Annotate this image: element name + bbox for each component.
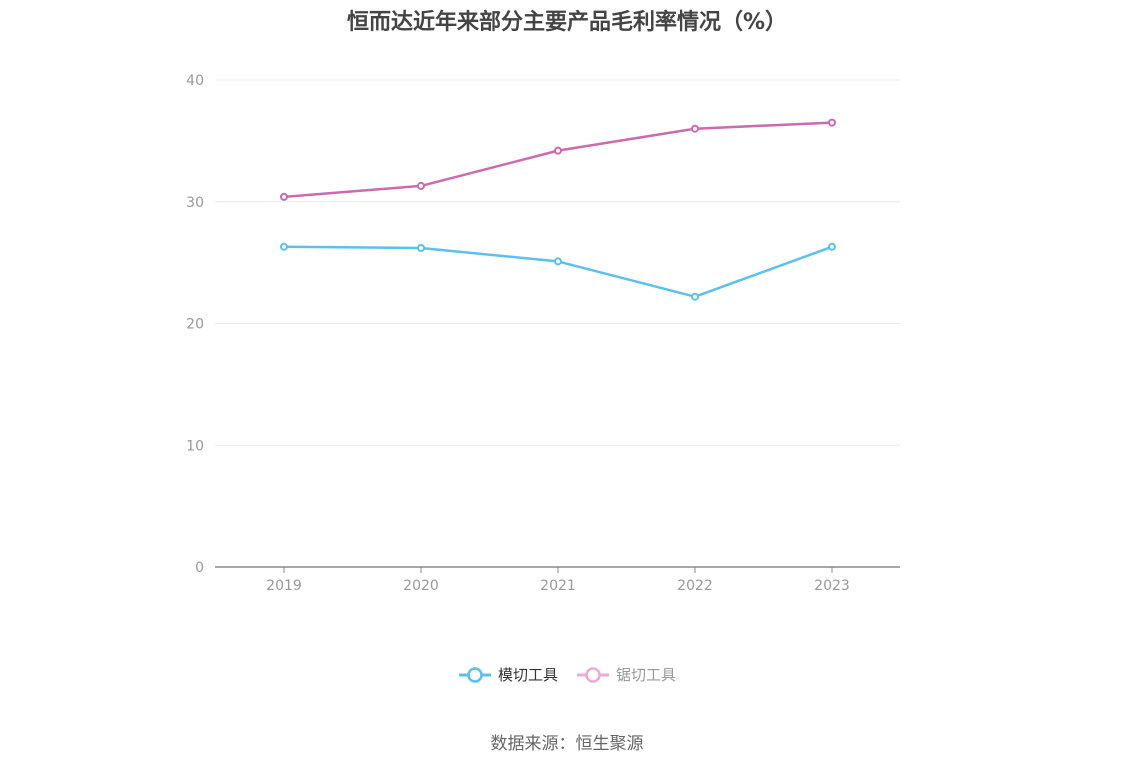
- series-line-1: [283, 245, 833, 298]
- x-tick-label: 2020: [403, 578, 439, 594]
- y-tick-label: 0: [195, 560, 204, 576]
- data-point-series-2: [828, 118, 836, 127]
- data-point-series-2: [691, 124, 699, 133]
- data-point-series-1: [828, 242, 836, 251]
- legend-label: 模切工具: [497, 666, 558, 684]
- data-source-note: 数据来源：恒生聚源: [490, 734, 644, 754]
- chart-title: 恒而达近年来部分主要产品毛利率情况（%）: [346, 10, 788, 35]
- data-point-series-1: [280, 242, 288, 251]
- x-tick-label: 2023: [814, 578, 850, 594]
- y-tick-label: 20: [186, 317, 204, 333]
- legend-item-series-1[interactable]: 模切工具: [458, 664, 558, 685]
- data-point-series-1: [417, 244, 425, 253]
- x-tick-label: 2022: [677, 578, 713, 594]
- y-tick-label: 40: [186, 73, 204, 89]
- data-point-series-1: [691, 292, 699, 301]
- data-point-series-2: [554, 146, 562, 155]
- chart-legend: 模切工具 锯切工具: [0, 664, 1134, 685]
- data-point-series-2: [417, 181, 425, 190]
- x-tick-label: 2021: [540, 578, 576, 594]
- y-tick-label: 10: [186, 438, 204, 454]
- legend-marker-icon: [458, 666, 491, 683]
- data-point-series-1: [554, 257, 562, 266]
- legend-item-series-2[interactable]: 锯切工具: [576, 664, 676, 685]
- y-tick-label: 30: [186, 195, 204, 211]
- legend-marker-icon: [577, 666, 609, 683]
- data-point-series-2: [280, 192, 288, 201]
- legend-label: 锯切工具: [616, 666, 677, 684]
- series-line-2: [283, 121, 833, 199]
- x-tick-label: 2019: [266, 578, 302, 594]
